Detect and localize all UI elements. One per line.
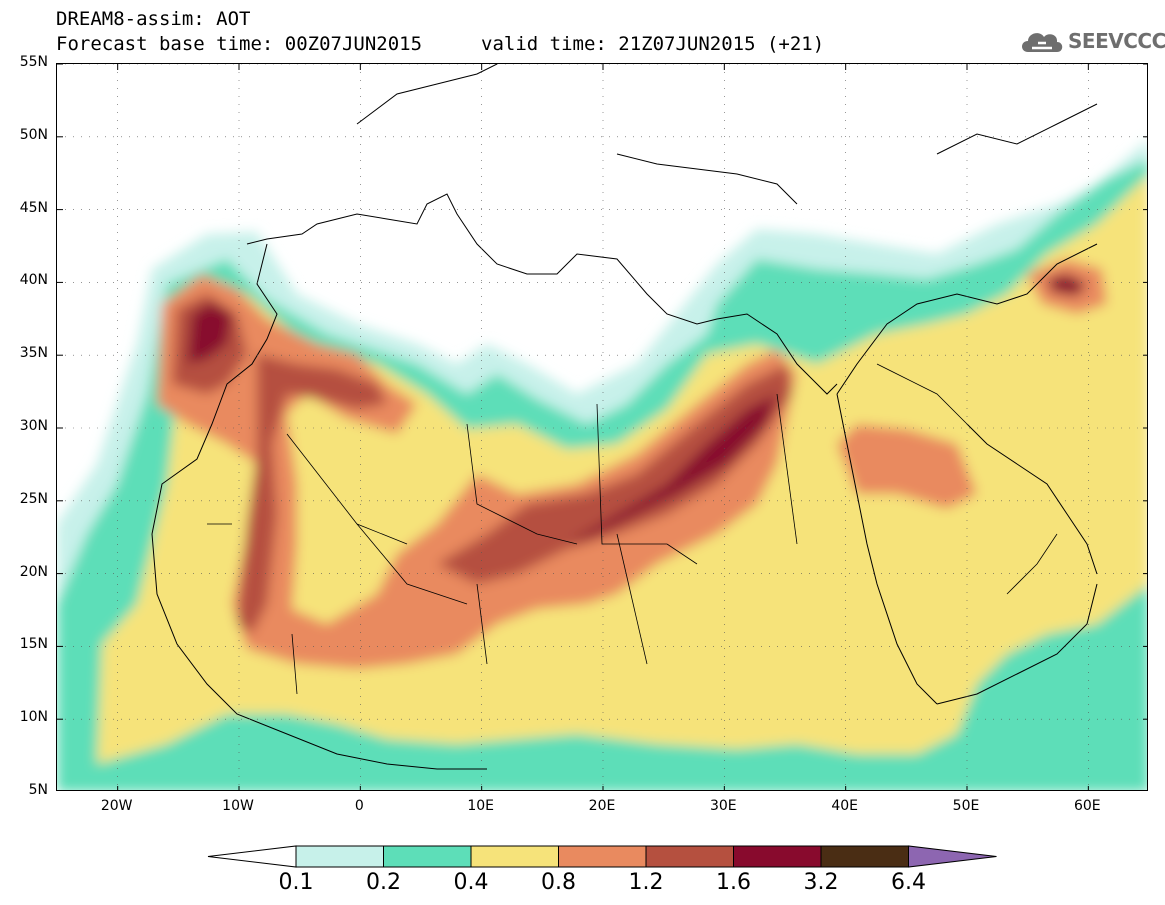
- colorbar-segment: [295, 845, 384, 868]
- lat-tick-label: 35N: [19, 345, 48, 362]
- colorbar-segment: [383, 845, 472, 868]
- colorbar-label: 1.2: [628, 870, 664, 895]
- seevccc-logo: SEEVCCC: [1018, 26, 1165, 56]
- colorbar-under-arrow: [207, 845, 297, 868]
- lon-tick-label: 10E: [467, 798, 494, 814]
- forecast-time-line: Forecast base time: 00Z07JUN2015 valid ti…: [56, 33, 824, 55]
- colorbar-label: 0.8: [541, 870, 576, 895]
- lon-tick-label: 20W: [100, 798, 133, 814]
- lon-tick-label: 10W: [222, 798, 254, 814]
- lat-tick-label: 30N: [19, 418, 48, 434]
- lat-tick-label: 5N: [28, 782, 48, 798]
- colorbar-label: 3.2: [803, 870, 839, 895]
- lat-tick-label: 50N: [19, 126, 48, 143]
- lat-tick-label: 55N: [19, 54, 48, 70]
- lat-tick-label: 15N: [19, 636, 48, 653]
- colorbar-segment: [820, 845, 909, 868]
- aot-contour-0.8-east: [837, 424, 977, 509]
- aot-contour-1.6: [187, 302, 232, 364]
- aot-contour-1.6-main: [567, 394, 777, 544]
- lon-tick-label: 60E: [1073, 798, 1101, 814]
- aot-contour-1.6-ne: [1047, 274, 1087, 296]
- lon-tick-label: 0: [354, 798, 364, 814]
- colorbar-over-arrow: [908, 845, 997, 868]
- lat-tick-label: 45N: [19, 199, 48, 216]
- lat-tick-label: 20N: [19, 563, 48, 580]
- aot-contour-1.2-band: [237, 354, 387, 634]
- lon-tick-label: 20E: [588, 798, 616, 814]
- aot-field: [57, 64, 1147, 790]
- lon-tick-label: 50E: [952, 798, 980, 814]
- colorbar-label: 1.6: [716, 870, 751, 895]
- lon-tick-label: 40E: [831, 798, 858, 814]
- colorbar-segment: [645, 845, 734, 868]
- valid-time: valid time: 21Z07JUN2015 (+21): [481, 33, 825, 55]
- cloud-icon: [1022, 33, 1063, 52]
- lon-tick-label: 30E: [709, 798, 737, 814]
- colorbar-label: 0.4: [453, 870, 489, 895]
- colorbar-segment: [470, 845, 559, 868]
- colorbar: [207, 845, 997, 868]
- lat-tick-label: 25N: [19, 490, 48, 507]
- borders: [207, 363, 1058, 695]
- base-time: Forecast base time: 00Z07JUN2015: [56, 33, 423, 55]
- colorbar-label: 0.1: [278, 870, 314, 895]
- colorbar-label: 6.4: [891, 870, 926, 895]
- frame-ticks: [57, 64, 1147, 790]
- colorbar-segment: [558, 845, 647, 868]
- colorbar-segment: [733, 845, 822, 868]
- lat-tick-label: 10N: [19, 709, 48, 726]
- aot-map: [56, 63, 1148, 791]
- coastlines: [151, 64, 1098, 770]
- colorbar-label: 0.2: [366, 870, 401, 895]
- logo-text: SEEVCCC: [1068, 29, 1165, 53]
- map-title: DREAM8-assim: AOT: [56, 8, 251, 30]
- aot-contour-1.2-main: [437, 364, 792, 584]
- lat-tick-label: 40N: [19, 272, 48, 289]
